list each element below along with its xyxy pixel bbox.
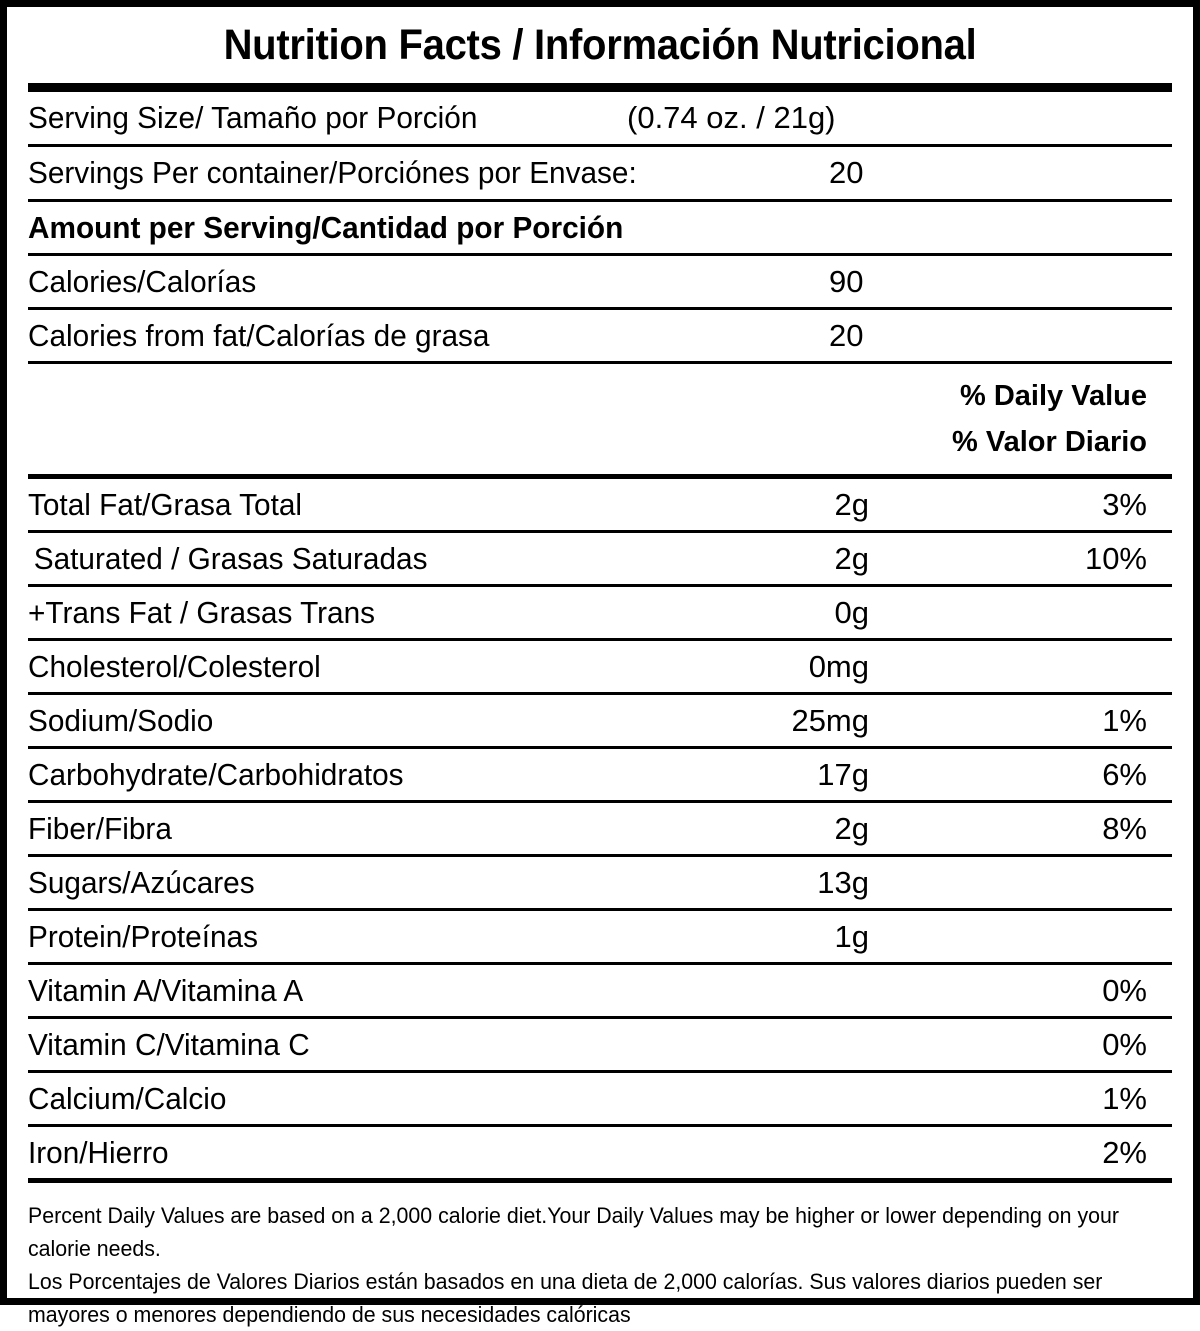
serving-size-label: Serving Size/ Tamaño por Porción bbox=[28, 100, 478, 135]
row-divider bbox=[28, 307, 1172, 310]
nutrient-daily-value: 10% bbox=[1084, 541, 1147, 576]
table-row: Saturated / Grasas Saturadas 2g 10% bbox=[28, 533, 1172, 584]
table-row: Calcium/Calcio 1% bbox=[28, 1073, 1172, 1124]
row-divider bbox=[28, 530, 1172, 533]
nutrient-daily-value: 0% bbox=[1102, 973, 1147, 1008]
nutrient-name: Total Fat/Grasa Total bbox=[28, 487, 303, 522]
nutrient-daily-value: 3% bbox=[1102, 487, 1147, 522]
calories-label: Calories/Calorías bbox=[28, 264, 257, 299]
daily-value-header-es: % Valor Diario bbox=[951, 426, 1147, 458]
table-row: Iron/Hierro 2% bbox=[28, 1127, 1172, 1178]
nutrient-amount: 2g bbox=[834, 811, 869, 846]
nutrient-amount: 25mg bbox=[791, 703, 869, 738]
nutrient-name: Cholesterol/Colesterol bbox=[28, 649, 321, 684]
table-row: Cholesterol/Colesterol 0mg bbox=[28, 641, 1172, 692]
amount-per-serving-label: Amount per Serving/Cantidad por Porción bbox=[28, 210, 624, 245]
footnote-spanish: Los Porcentajes de Valores Diarios están… bbox=[28, 1269, 1103, 1327]
row-divider bbox=[28, 144, 1172, 147]
table-row: Sodium/Sodio 25mg 1% bbox=[28, 695, 1172, 746]
serving-size-value: (0.74 oz. / 21g) bbox=[627, 100, 836, 135]
footnote-english: Percent Daily Values are based on a 2,00… bbox=[28, 1203, 1119, 1261]
nutrient-amount: 1g bbox=[834, 919, 869, 954]
footnote-divider bbox=[28, 1178, 1172, 1183]
nutrient-table: Total Fat/Grasa Total 2g 3% Saturated / Gra… bbox=[28, 479, 1172, 1178]
table-row: Vitamin A/Vitamina A 0% bbox=[28, 965, 1172, 1016]
row-divider bbox=[28, 253, 1172, 256]
nutrient-name: Sugars/Azúcares bbox=[28, 865, 255, 900]
table-row: Fiber/Fibra 2g 8% bbox=[28, 803, 1172, 854]
nutrient-amount: 13g bbox=[817, 865, 869, 900]
nutrient-daily-value: 2% bbox=[1102, 1135, 1147, 1170]
row-divider bbox=[28, 962, 1172, 965]
daily-value-header-en: % Daily Value bbox=[960, 380, 1147, 412]
nutrient-daily-value: 6% bbox=[1102, 757, 1147, 792]
row-divider bbox=[28, 800, 1172, 803]
serving-size-row: Serving Size/ Tamaño por Porción (0.74 o… bbox=[28, 92, 1172, 144]
servings-per-container-value: 20 bbox=[829, 155, 864, 190]
table-row: Vitamin C/Vitamina C 0% bbox=[28, 1019, 1172, 1070]
row-divider bbox=[28, 746, 1172, 749]
nutrient-name: Vitamin C/Vitamina C bbox=[28, 1027, 310, 1062]
nutrient-daily-value: 1% bbox=[1102, 1081, 1147, 1116]
row-divider bbox=[28, 638, 1172, 641]
servings-per-container-label: Servings Per container/Porciónes por Env… bbox=[28, 155, 637, 190]
table-row: Total Fat/Grasa Total 2g 3% bbox=[28, 479, 1172, 530]
calories-row: Calories/Calorías 90 bbox=[28, 256, 1172, 307]
daily-value-divider bbox=[28, 474, 1172, 479]
nutrient-name: Carbohydrate/Carbohidratos bbox=[28, 757, 404, 792]
row-divider bbox=[28, 692, 1172, 695]
nutrient-amount: 2g bbox=[834, 487, 869, 522]
nutrient-daily-value: 8% bbox=[1102, 811, 1147, 846]
table-row: +Trans Fat / Grasas Trans 0g bbox=[28, 587, 1172, 638]
table-row: Sugars/Azúcares 13g bbox=[28, 857, 1172, 908]
title-divider bbox=[28, 83, 1172, 92]
amount-per-serving-row: Amount per Serving/Cantidad por Porción bbox=[28, 202, 1172, 253]
row-divider bbox=[28, 1070, 1172, 1073]
nutrient-name: Fiber/Fibra bbox=[28, 811, 172, 846]
nutrient-name: Calcium/Calcio bbox=[28, 1081, 227, 1116]
row-divider bbox=[28, 361, 1172, 364]
nutrient-amount: 2g bbox=[834, 541, 869, 576]
calories-from-fat-value: 20 bbox=[829, 318, 864, 353]
nutrient-name: Saturated / Grasas Saturadas bbox=[33, 541, 428, 576]
nutrient-name: Iron/Hierro bbox=[28, 1135, 169, 1170]
row-divider bbox=[28, 1124, 1172, 1127]
row-divider bbox=[28, 199, 1172, 202]
calories-value: 90 bbox=[829, 264, 864, 299]
nutrient-amount: 0g bbox=[834, 595, 869, 630]
row-divider bbox=[28, 1016, 1172, 1019]
servings-per-container-row: Servings Per container/Porciónes por Env… bbox=[28, 147, 1172, 199]
nutrient-daily-value: 0% bbox=[1102, 1027, 1147, 1062]
row-divider bbox=[28, 908, 1172, 911]
page-title: Nutrition Facts / Información Nutriciona… bbox=[223, 21, 977, 69]
nutrient-amount: 0mg bbox=[808, 649, 869, 684]
row-divider bbox=[28, 854, 1172, 857]
nutrient-name: Protein/Proteínas bbox=[28, 919, 258, 954]
nutrient-amount: 17g bbox=[817, 757, 869, 792]
calories-from-fat-row: Calories from fat/Calorías de grasa 20 bbox=[28, 310, 1172, 361]
nutrient-daily-value: 1% bbox=[1102, 703, 1147, 738]
calories-from-fat-label: Calories from fat/Calorías de grasa bbox=[28, 318, 490, 353]
nutrient-name: Vitamin A/Vitamina A bbox=[28, 973, 304, 1008]
daily-value-header: % Daily Value % Valor Diario bbox=[28, 364, 1172, 474]
table-row: Carbohydrate/Carbohidratos 17g 6% bbox=[28, 749, 1172, 800]
nutrient-name: +Trans Fat / Grasas Trans bbox=[28, 595, 376, 630]
table-row: Protein/Proteínas 1g bbox=[28, 911, 1172, 962]
row-divider bbox=[28, 584, 1172, 587]
footnote: Percent Daily Values are based on a 2,00… bbox=[28, 1183, 1142, 1331]
nutrient-name: Sodium/Sodio bbox=[28, 703, 214, 738]
